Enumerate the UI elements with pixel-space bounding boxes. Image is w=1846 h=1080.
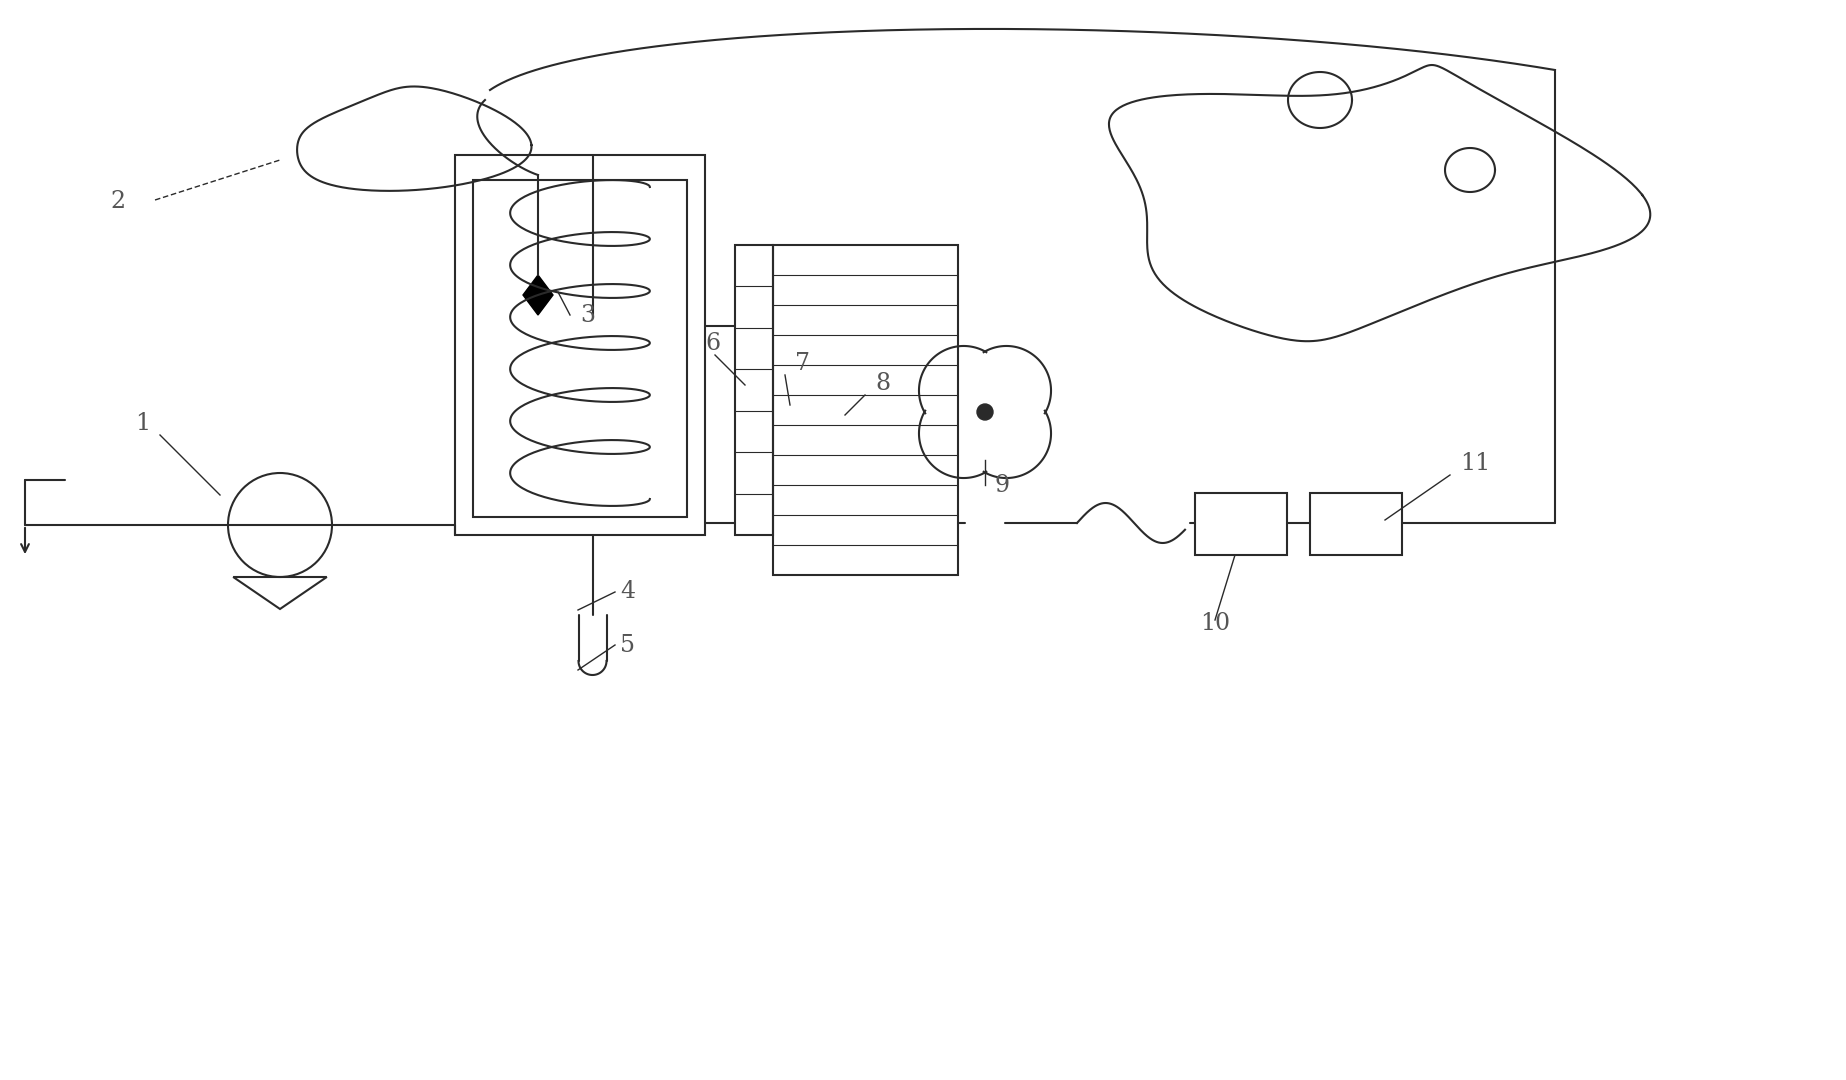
Bar [735,245,773,535]
Bar [773,245,958,575]
Text: 2: 2 [111,190,126,213]
Text: 3: 3 [580,303,594,327]
Text: 1: 1 [135,411,150,435]
Bar [473,180,687,517]
Text: 5: 5 [620,634,635,657]
Circle shape [977,404,993,420]
Text: 8: 8 [875,372,890,395]
Text: 6: 6 [705,332,720,355]
Text: 9: 9 [995,474,1010,497]
Text: 11: 11 [1460,453,1490,475]
Text: 10: 10 [1200,612,1229,635]
Bar [1311,492,1401,555]
Polygon shape [522,275,554,315]
Bar [454,156,705,535]
Text: 7: 7 [796,352,810,375]
Bar [1194,492,1287,555]
Text: 4: 4 [620,580,635,603]
